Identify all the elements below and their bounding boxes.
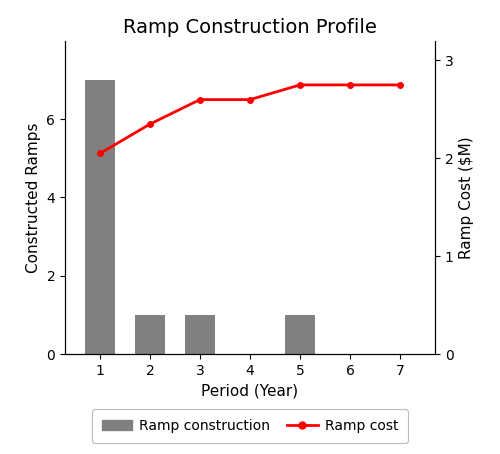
Y-axis label: Ramp Cost ($M): Ramp Cost ($M) xyxy=(459,136,474,259)
Bar xyxy=(135,315,165,354)
Y-axis label: Constructed Ramps: Constructed Ramps xyxy=(26,122,41,273)
Bar xyxy=(285,315,315,354)
Legend: Ramp construction, Ramp cost: Ramp construction, Ramp cost xyxy=(92,409,408,443)
Title: Ramp Construction Profile: Ramp Construction Profile xyxy=(123,18,377,36)
Bar xyxy=(185,315,215,354)
X-axis label: Period (Year): Period (Year) xyxy=(202,383,298,399)
Bar xyxy=(85,80,115,354)
